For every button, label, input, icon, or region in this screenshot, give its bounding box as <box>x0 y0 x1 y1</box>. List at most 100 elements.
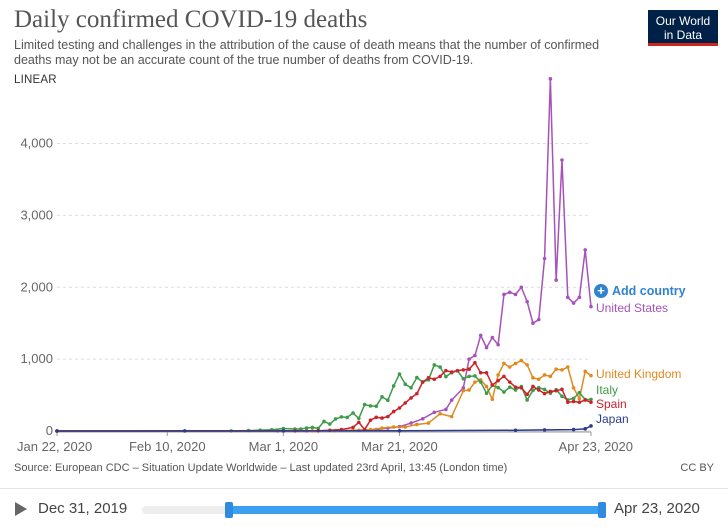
data-point <box>461 376 466 381</box>
data-point <box>496 342 500 347</box>
data-point <box>403 382 408 387</box>
data-point <box>298 427 303 431</box>
data-point <box>583 248 587 252</box>
data-point <box>536 377 541 382</box>
y-tick-label: 0 <box>46 423 53 438</box>
data-point <box>560 387 564 392</box>
timeline-start-label: Dec 31, 2019 <box>38 500 128 517</box>
data-point <box>560 394 564 399</box>
data-point <box>461 386 466 390</box>
data-point <box>473 360 477 365</box>
data-point <box>449 414 454 419</box>
data-point <box>182 429 187 433</box>
timeline-end-label: Apr 23, 2020 <box>614 500 700 517</box>
data-point <box>542 391 547 396</box>
data-point <box>374 415 379 420</box>
data-point <box>490 335 495 340</box>
data-point <box>409 396 413 400</box>
data-point <box>542 256 547 261</box>
data-point <box>310 425 315 430</box>
data-point <box>368 404 373 408</box>
data-point <box>397 372 402 376</box>
timeline-selected-range <box>229 506 602 514</box>
data-point <box>438 374 442 379</box>
owid-logo[interactable]: Our World in Data <box>648 10 718 46</box>
plus-circle-icon: + <box>594 284 608 298</box>
data-point <box>589 304 593 309</box>
data-point <box>432 377 437 382</box>
data-point <box>554 388 558 393</box>
data-point <box>444 374 448 379</box>
line-chart: 0 1,000 2,000 3,000 4,000 Jan 22, 2020 Feb 10,… <box>17 77 681 454</box>
timeline-end-handle[interactable] <box>598 502 606 518</box>
data-point <box>519 285 524 290</box>
data-point <box>496 385 500 390</box>
data-point <box>426 376 431 380</box>
data-point <box>531 384 535 389</box>
data-point <box>542 373 547 377</box>
data-point <box>391 425 396 429</box>
x-tick-label: Feb 10, 2020 <box>129 439 206 454</box>
data-point <box>577 390 582 395</box>
data-point <box>519 386 524 390</box>
scale-toggle[interactable]: LINEAR <box>14 74 57 86</box>
data-point <box>409 421 413 425</box>
source-text: Source: European CDC – Situation Update … <box>14 462 508 474</box>
data-point <box>467 388 471 392</box>
timeline: Dec 31, 2019 Apr 23, 2020 <box>0 488 728 527</box>
data-point <box>351 411 355 415</box>
data-point <box>391 409 396 414</box>
data-point <box>560 158 564 162</box>
data-point <box>490 397 495 402</box>
data-point <box>571 399 576 404</box>
timeline-track[interactable] <box>142 502 606 518</box>
data-point <box>589 424 593 428</box>
data-point <box>554 367 558 371</box>
series-line <box>56 425 592 432</box>
data-point <box>455 368 460 373</box>
data-point <box>484 370 489 375</box>
data-point <box>386 414 390 419</box>
data-point <box>478 333 483 338</box>
license-link[interactable]: CC BY <box>680 462 714 474</box>
data-point <box>565 400 570 405</box>
data-point <box>513 292 518 297</box>
data-point <box>438 365 442 369</box>
chart-title: Daily confirmed COVID-19 deaths <box>14 6 368 33</box>
data-point <box>409 386 413 390</box>
data-point <box>473 380 477 384</box>
data-point <box>380 416 384 420</box>
data-point <box>525 363 529 367</box>
y-tick-label: 3,000 <box>20 207 53 222</box>
timeline-start-handle[interactable] <box>225 502 234 518</box>
data-point <box>415 391 419 396</box>
add-country-label: Add country <box>612 284 686 298</box>
x-tick-label: Apr 23, 2020 <box>559 439 633 454</box>
data-point <box>449 370 454 374</box>
series-label: Spain <box>596 397 627 411</box>
data-point <box>432 363 437 367</box>
data-point <box>420 416 425 421</box>
data-point <box>583 369 587 374</box>
data-point <box>351 425 355 430</box>
data-point <box>565 365 570 369</box>
data-point <box>554 278 558 282</box>
data-point <box>333 417 338 421</box>
data-point <box>420 380 425 384</box>
series-label: United Kingdom <box>596 367 681 381</box>
series-label: Italy <box>596 383 618 397</box>
data-point <box>542 428 547 432</box>
data-point <box>484 345 489 350</box>
data-point <box>496 373 500 377</box>
data-point <box>560 368 564 372</box>
data-point <box>507 385 512 389</box>
data-point <box>357 420 361 425</box>
data-point <box>397 428 402 433</box>
play-icon[interactable] <box>15 502 27 516</box>
data-point <box>571 427 576 432</box>
data-point <box>571 386 576 390</box>
data-point <box>386 398 390 403</box>
data-point <box>502 390 506 394</box>
add-country-button[interactable]: + Add country <box>594 284 686 298</box>
data-point <box>525 398 529 402</box>
